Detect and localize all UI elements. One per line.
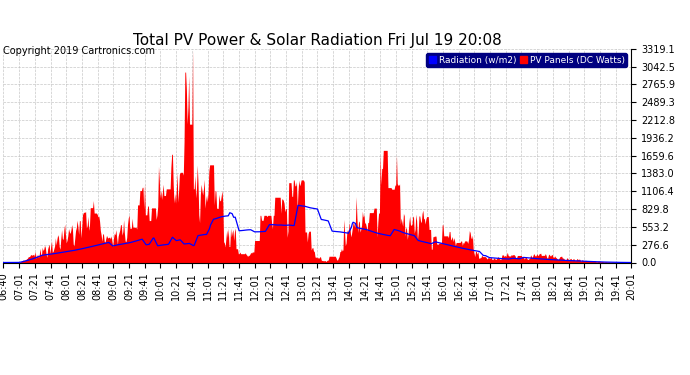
Legend: Radiation (w/m2), PV Panels (DC Watts): Radiation (w/m2), PV Panels (DC Watts) bbox=[426, 53, 627, 67]
Text: Copyright 2019 Cartronics.com: Copyright 2019 Cartronics.com bbox=[3, 46, 155, 56]
Title: Total PV Power & Solar Radiation Fri Jul 19 20:08: Total PV Power & Solar Radiation Fri Jul… bbox=[133, 33, 502, 48]
